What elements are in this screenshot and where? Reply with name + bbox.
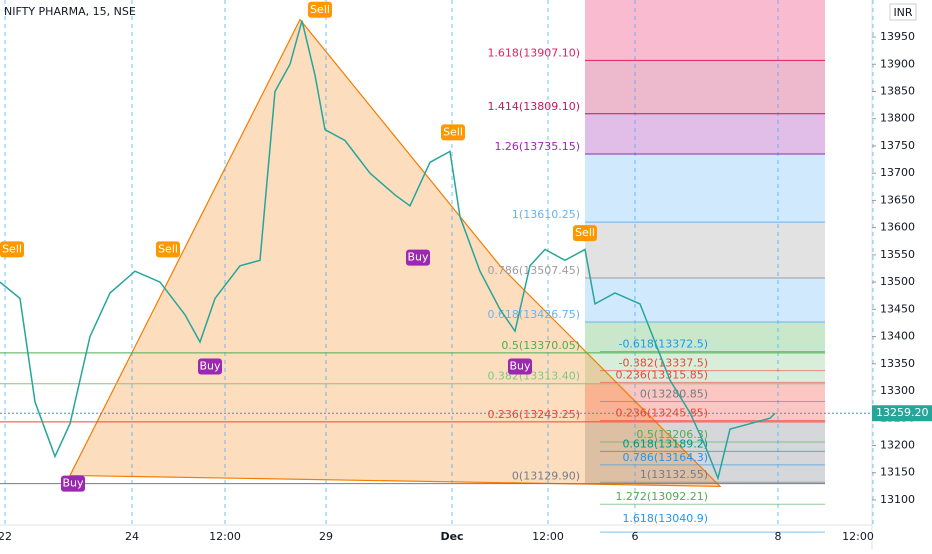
signal-badge [406, 249, 430, 266]
fib-label: 1.272(13092.21) [615, 490, 708, 503]
fib-label: 0.786(13507.45) [487, 264, 580, 277]
signal-badge [573, 225, 597, 242]
x-tick-label: 8 [775, 530, 782, 543]
y-tick-label: 13850 [880, 84, 915, 97]
fib-label: 0.618(13189.2) [622, 437, 708, 450]
fib-label: 0.236(13243.25) [487, 408, 580, 421]
pattern [69, 18, 722, 487]
signal-label: Buy [199, 360, 221, 373]
y-tick-label: 13300 [880, 384, 915, 397]
y-tick-label: 13350 [880, 357, 915, 370]
fib-zone [585, 321, 825, 353]
signal-label: Buy [407, 251, 429, 264]
fib-zone [585, 113, 825, 155]
y-tick-label: 13150 [880, 466, 915, 479]
fib-zone [585, 352, 825, 384]
x-tick-label: 12:00 [532, 530, 564, 543]
fib-label: 0.5(13206.3) [636, 428, 708, 441]
signal-badge [0, 241, 24, 258]
y-tick-label: 13600 [880, 221, 915, 234]
y-tick-label: 13800 [880, 112, 915, 125]
signal-badge [441, 124, 465, 141]
y-tick-label: 13100 [880, 493, 915, 506]
x-tick-label: 22 [0, 530, 12, 543]
fib-zone [585, 421, 825, 484]
plot: 1.618(13907.10) 1.414(13809.10) 1.26(13735… [0, 0, 874, 533]
fib-zone [585, 222, 825, 279]
currency: INR [893, 6, 912, 19]
last-price-label: 13259.20 [876, 406, 929, 419]
fib-label: 1.26(13735.15) [494, 140, 580, 153]
signal-label: Sell [575, 226, 595, 239]
signal-badge [508, 358, 532, 375]
signal-badge [61, 475, 85, 492]
fib-label: 0(13280.85) [640, 387, 708, 400]
y-tick-label: 13950 [880, 30, 915, 43]
signal-badge [198, 358, 222, 375]
y-tick-label: 13650 [880, 193, 915, 206]
x-tick-label: 12:00 [209, 530, 241, 543]
x-tick-label: Dec [440, 530, 463, 543]
fib-zone [585, 60, 825, 114]
fib-label: 0(13129.90) [512, 470, 580, 483]
y-tick-label: 13450 [880, 302, 915, 315]
fib-label: 0.382(13313.40) [487, 370, 580, 383]
fib-label: 1.618(13907.10) [487, 46, 580, 59]
fib-label: 0.786(13164.3) [622, 451, 708, 464]
fib-zone [585, 278, 825, 322]
x-tick-label: 12:00 [842, 530, 874, 543]
signal-label: Sell [158, 242, 178, 255]
y-tick-label: 13500 [880, 275, 915, 288]
y-tick-label: 13550 [880, 248, 915, 261]
signal-badge [156, 241, 180, 258]
signal-label: Buy [62, 477, 84, 490]
fib-zone [585, 154, 825, 223]
fib-label: 0.5(13370.05) [501, 339, 580, 352]
price-line [0, 20, 776, 481]
fib-zone [585, 383, 825, 422]
x-tick-label: 6 [632, 530, 639, 543]
fib-label: 0.236(13315.85) [615, 368, 708, 381]
y-tick-label: 13750 [880, 139, 915, 152]
fib-label: 1(13610.25) [512, 208, 580, 221]
y-tick-label: 13200 [880, 438, 915, 451]
signal-label: Buy [509, 360, 531, 373]
x-tick-label: 29 [319, 530, 333, 543]
signal-label: Sell [443, 125, 463, 138]
signal-badge [308, 1, 332, 18]
signal-label: Sell [2, 242, 22, 255]
y-tick-label: 13900 [880, 57, 915, 70]
currency-box [889, 3, 917, 21]
fib-label: 1(13132.55) [640, 468, 708, 481]
fib-zone [585, 0, 825, 61]
chart-title: NIFTY PHARMA, 15, NSE [4, 5, 136, 18]
y-tick-label: 13400 [880, 330, 915, 343]
last-price-tag [872, 405, 932, 422]
signal-label: Sell [310, 3, 330, 16]
x-tick-label: 24 [125, 530, 139, 543]
fib-label: 1.414(13809.10) [487, 100, 580, 113]
y-tick-label: 13700 [880, 166, 915, 179]
fib-label: 0.618(13426.75) [487, 308, 580, 321]
fib-label: -0.618(13372.5) [618, 338, 708, 351]
fib-label: 1.618(13040.9) [622, 512, 708, 525]
